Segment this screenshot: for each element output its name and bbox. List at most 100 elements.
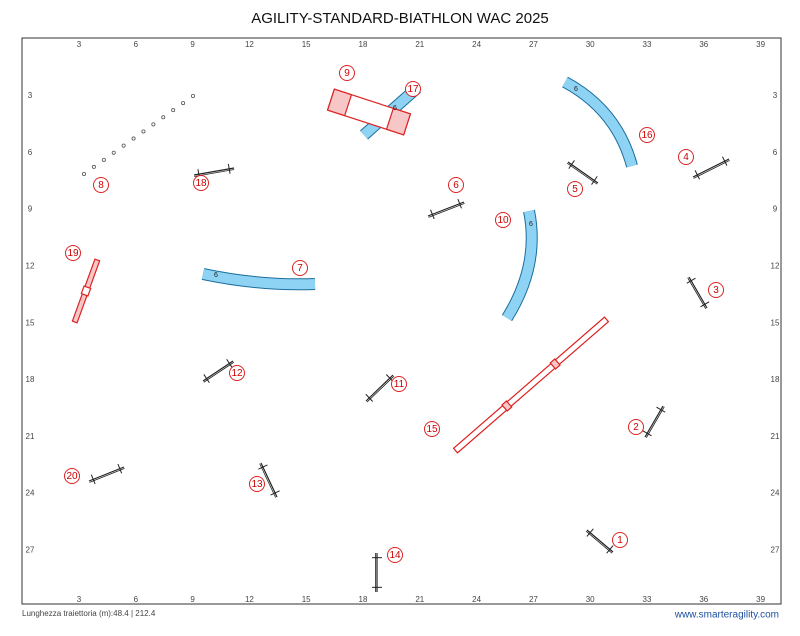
pole <box>121 143 126 148</box>
seesaw-19 <box>71 258 101 324</box>
number-circle <box>193 175 209 191</box>
table-9 <box>326 88 412 136</box>
y-label-right: 15 <box>771 318 780 327</box>
wing <box>457 198 462 209</box>
pole <box>82 171 87 176</box>
x-label-bottom: 6 <box>134 595 139 604</box>
weave-poles <box>82 94 195 176</box>
course-number: 12 <box>231 368 243 379</box>
tunnel <box>201 269 316 290</box>
jumps <box>88 156 730 592</box>
wing <box>203 374 210 384</box>
number-circle <box>612 532 628 548</box>
wing <box>606 545 614 554</box>
number-circle <box>424 421 440 437</box>
x-label-top: 12 <box>245 40 254 49</box>
wing <box>568 160 575 169</box>
pole <box>161 115 166 120</box>
course-number: 20 <box>66 471 78 482</box>
y-label-right: 27 <box>771 546 780 555</box>
x-label-top: 15 <box>302 40 311 49</box>
jump-bar <box>366 375 395 403</box>
jump-bar <box>692 158 730 178</box>
dogwalk-15 <box>452 316 610 454</box>
x-label-top: 39 <box>756 40 765 49</box>
number-circle <box>567 181 583 197</box>
number-circle <box>387 547 403 563</box>
x-label-top: 9 <box>190 40 195 49</box>
jump-bar <box>259 463 277 498</box>
y-label-right: 24 <box>771 489 780 498</box>
y-label-left: 15 <box>26 318 35 327</box>
pole <box>101 157 106 162</box>
number-circle <box>405 81 421 97</box>
course-number: 8 <box>98 180 104 191</box>
jump-bar <box>365 374 394 402</box>
jump-bar <box>428 203 465 218</box>
wing <box>642 430 652 437</box>
course-number: 18 <box>195 178 207 189</box>
jump-bar <box>427 201 465 217</box>
pole <box>190 94 195 99</box>
jump-bar <box>693 159 730 179</box>
wing <box>226 358 233 368</box>
y-label-right: 9 <box>773 205 778 214</box>
x-label-bottom: 24 <box>472 595 481 604</box>
wing <box>270 490 280 496</box>
jump-bar <box>202 360 234 382</box>
jump-bar <box>585 530 613 554</box>
number-circle <box>391 376 407 392</box>
y-label-left: 12 <box>26 262 35 271</box>
tunnel-label: 6 <box>529 221 533 228</box>
title: AGILITY-STANDARD-BIATHLON WAC 2025 <box>251 10 549 27</box>
course-number: 2 <box>633 422 639 433</box>
course-number: 9 <box>344 68 350 79</box>
x-label-bottom: 33 <box>643 595 652 604</box>
course-number: 6 <box>453 180 459 191</box>
jump-bar <box>644 405 664 438</box>
number-circle <box>64 468 80 484</box>
course-number: 13 <box>251 479 263 490</box>
course-number: 4 <box>683 152 689 163</box>
pole <box>171 108 176 113</box>
y-label-left: 24 <box>26 489 35 498</box>
number-circle <box>448 177 464 193</box>
y-label-left: 3 <box>28 91 33 100</box>
number-circle <box>639 127 655 143</box>
pole <box>111 150 116 155</box>
number-circle <box>628 419 644 435</box>
number-circle <box>292 260 308 276</box>
wing <box>686 277 696 284</box>
wing <box>721 156 728 166</box>
jump-bar <box>567 161 599 184</box>
tunnel-label: 6 <box>214 272 218 279</box>
x-label-top: 3 <box>77 40 82 49</box>
tunnel <box>562 77 637 168</box>
number-circle <box>708 282 724 298</box>
tunnel-label: 6 <box>574 86 578 93</box>
x-label-top: 33 <box>643 40 652 49</box>
x-label-bottom: 18 <box>359 595 368 604</box>
x-label-top: 6 <box>134 40 139 49</box>
x-label-top: 30 <box>586 40 595 49</box>
x-label-bottom: 39 <box>756 595 765 604</box>
wing <box>365 393 374 402</box>
pole <box>131 136 136 141</box>
y-label-left: 9 <box>28 205 33 214</box>
course-number: 17 <box>407 84 419 95</box>
course-number: 19 <box>67 248 79 259</box>
number-circle <box>249 476 265 492</box>
pole <box>151 122 156 127</box>
wing <box>656 406 666 413</box>
pole <box>91 164 96 169</box>
y-label-left: 27 <box>26 546 35 555</box>
contacts <box>71 88 610 454</box>
jump-bar <box>688 276 708 309</box>
number-circle <box>229 365 245 381</box>
x-label-top: 24 <box>472 40 481 49</box>
x-label-bottom: 12 <box>245 595 254 604</box>
number-circle <box>495 212 511 228</box>
wing <box>700 301 710 308</box>
